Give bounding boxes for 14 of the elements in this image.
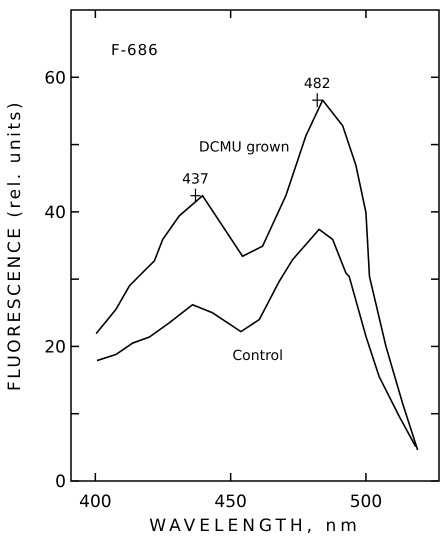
- annotation: F-686: [111, 41, 159, 59]
- series-label: DCMU grown: [198, 139, 290, 156]
- series-label: Control: [232, 348, 284, 364]
- annotation: 437: [182, 172, 209, 188]
- y-tick-label: 40: [44, 202, 66, 223]
- x-tick-label: 500: [350, 492, 382, 512]
- y-axis-title: FLUORESCENCE (rel. units): [5, 100, 25, 392]
- x-tick-label: 450: [214, 492, 247, 512]
- y-tick-label: 20: [44, 337, 66, 358]
- x-tick-label: 400: [79, 492, 112, 512]
- y-tick-label: 0: [55, 472, 66, 492]
- x-axis-title: WAVELENGTH, nm: [149, 516, 361, 536]
- annotation: 482: [304, 76, 331, 92]
- y-tick-label: 60: [44, 68, 66, 88]
